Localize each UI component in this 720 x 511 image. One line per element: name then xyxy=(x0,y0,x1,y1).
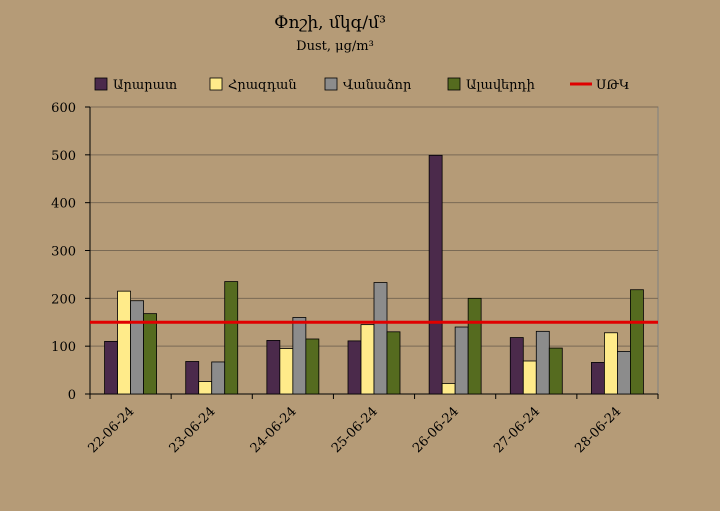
bar-4-22-06-24 xyxy=(143,313,157,395)
bar-3-22-06-24 xyxy=(130,300,144,395)
bar-3-25-06-24 xyxy=(373,282,388,395)
bar-3-26-06-24 xyxy=(454,326,469,395)
y-tick-label: 200 xyxy=(51,292,76,307)
bar-2-24-06-24 xyxy=(279,348,294,395)
chart-subtitle: Dust, μg/m³ xyxy=(296,39,374,54)
legend-swatch xyxy=(209,77,223,91)
legend-swatch xyxy=(324,77,338,91)
bar-2-28-06-24 xyxy=(604,332,618,395)
bar-1-25-06-24 xyxy=(347,340,362,395)
bar-2-27-06-24 xyxy=(522,360,537,395)
bar-4-27-06-24 xyxy=(548,347,563,395)
y-tick-label: 0 xyxy=(68,388,76,403)
bar-1-22-06-24 xyxy=(104,340,118,395)
chart-title: Փոշի, մկգ/մ³ xyxy=(274,13,386,33)
bar-2-25-06-24 xyxy=(360,324,375,395)
x-tick-label: 23-06-24 xyxy=(167,404,219,456)
bar-4-28-06-24 xyxy=(630,289,644,395)
legend-swatch xyxy=(94,77,108,91)
bar-4-25-06-24 xyxy=(386,331,401,395)
bar-1-23-06-24 xyxy=(185,361,200,395)
legend-label: ՍԹԿ xyxy=(596,78,629,93)
bar-4-23-06-24 xyxy=(224,281,239,395)
legend-label: Հրազդան xyxy=(228,78,297,93)
bar-3-27-06-24 xyxy=(535,330,550,395)
legend-swatch xyxy=(447,77,461,91)
legend-label: Ալավերդի xyxy=(466,78,535,93)
legend-label: Արարատ xyxy=(113,78,177,93)
legend: Արարատ Հրազդան Վանաձոր Ալավերդի ՍԹԿ xyxy=(94,77,629,93)
x-tick-label: 25-06-24 xyxy=(329,404,381,456)
bar-2-22-06-24 xyxy=(117,290,131,395)
y-tick-label: 500 xyxy=(51,149,76,164)
bar-3-23-06-24 xyxy=(211,361,226,395)
y-tick-label: 100 xyxy=(51,340,76,355)
bar-4-26-06-24 xyxy=(467,297,482,395)
bar-1-28-06-24 xyxy=(591,362,605,395)
bar-3-24-06-24 xyxy=(292,317,307,395)
legend-label: Վանաձոր xyxy=(343,78,412,93)
x-tick-label: 26-06-24 xyxy=(410,404,462,456)
bar-1-26-06-24 xyxy=(428,154,443,395)
x-tick-label: 28-06-24 xyxy=(572,404,624,456)
x-tick-label: 24-06-24 xyxy=(248,404,300,456)
bar-2-26-06-24 xyxy=(441,383,456,395)
x-tick-label: 22-06-24 xyxy=(85,404,137,456)
y-tick-label: 300 xyxy=(51,245,76,260)
bar-1-24-06-24 xyxy=(266,340,281,395)
bar-1-27-06-24 xyxy=(509,337,524,395)
y-tick-label: 400 xyxy=(51,197,76,212)
bar-4-24-06-24 xyxy=(305,338,320,395)
y-tick-label: 600 xyxy=(51,101,76,116)
plot-area: 0 100 200 300 400 500 600 22-06-24 23-06-24 24-06… xyxy=(51,101,659,456)
bar-3-28-06-24 xyxy=(617,351,631,395)
x-tick-label: 27-06-24 xyxy=(491,404,543,456)
bar-2-23-06-24 xyxy=(198,381,213,395)
